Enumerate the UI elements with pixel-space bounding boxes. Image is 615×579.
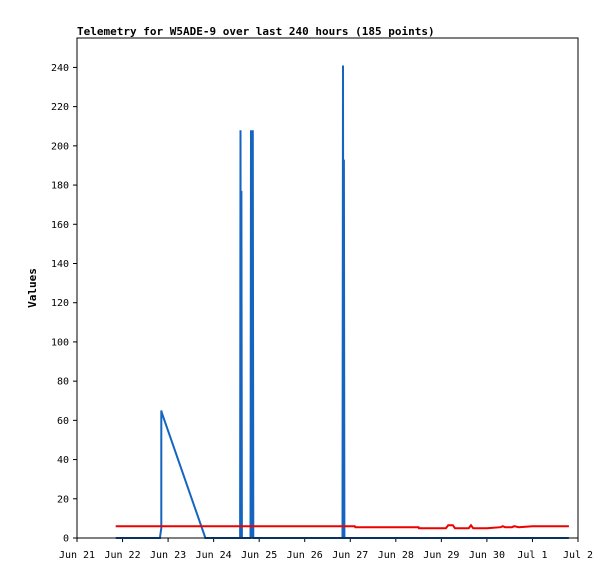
y-tick-label: 80 xyxy=(57,377,69,388)
y-tick-label: 120 xyxy=(51,298,69,309)
x-tick-label: Jun 22 xyxy=(104,550,140,561)
x-tick-label: Jul 2 xyxy=(563,550,593,561)
x-tick-label: Jun 26 xyxy=(287,550,323,561)
y-tick-label: 140 xyxy=(51,259,69,270)
y-tick-label: 20 xyxy=(57,494,69,505)
y-tick-label: 0 xyxy=(63,534,69,545)
series-line-1 xyxy=(115,65,569,539)
y-tick-label: 100 xyxy=(51,337,69,348)
x-tick-label: Jun 25 xyxy=(241,550,277,561)
y-tick-label: 220 xyxy=(51,102,69,113)
y-tick-label: 240 xyxy=(51,63,69,74)
y-tick-label: 40 xyxy=(57,455,69,466)
y-tick-label: 160 xyxy=(51,220,69,231)
y-tick-label: 60 xyxy=(57,416,69,427)
x-tick-label: Jun 23 xyxy=(150,550,186,561)
x-tick-label: Jun 29 xyxy=(423,550,459,561)
x-tick-label: Jun 21 xyxy=(59,550,95,561)
series-line-2 xyxy=(115,523,569,530)
x-tick-label: Jun 24 xyxy=(196,550,232,561)
series-layer xyxy=(115,65,569,539)
chart-title: Telemetry for W5ADE-9 over last 240 hour… xyxy=(77,25,435,38)
y-axis-label: Values xyxy=(26,268,39,308)
x-tick-label: Jul 1 xyxy=(517,550,547,561)
y-tick-label: 180 xyxy=(51,181,69,192)
x-tick-label: Jun 30 xyxy=(469,550,505,561)
x-axis-ticks: Jun 21 Jun 22 Jun 23 Jun 24 Jun 25 Jun 26 Jun … xyxy=(59,538,593,561)
plot-frame xyxy=(76,37,579,539)
y-axis-ticks: 0 20 40 60 80 100 120 140 160 180 200 220 240 xyxy=(51,63,77,545)
y-tick-label: 200 xyxy=(51,141,69,152)
x-tick-label: Jun 28 xyxy=(378,550,414,561)
x-tick-label: Jun 27 xyxy=(332,550,368,561)
